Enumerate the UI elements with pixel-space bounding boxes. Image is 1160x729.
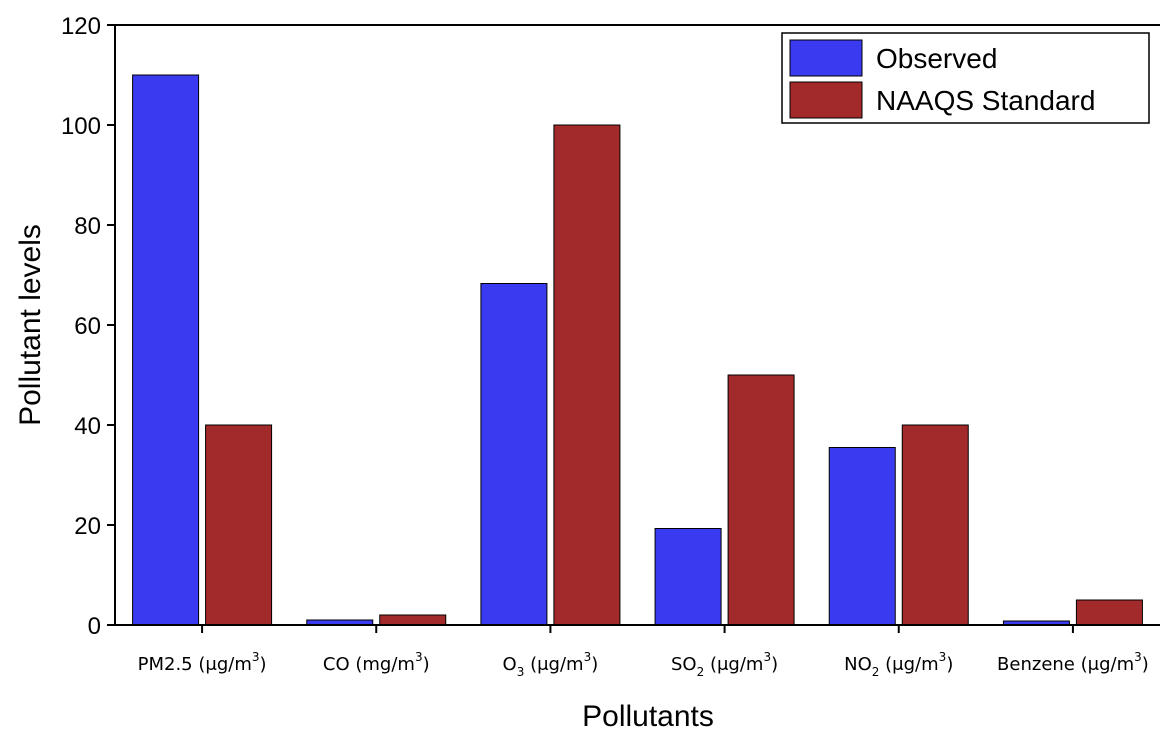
bar-naaqs-standard-4 [901,424,969,626]
bar-naaqs-standard-3 [727,374,795,626]
y-axis-title: Pollutant levels [14,224,47,426]
x-tick-label: O3 (μg/m3) [503,650,599,679]
x-tick-label: NO2 (μg/m3) [844,650,953,679]
bar-naaqs-standard-1 [379,614,447,626]
bar-observed-4 [828,447,896,626]
legend-label-observed: Observed [876,43,997,74]
y-tick-label: 80 [74,213,101,240]
bar-observed-0 [132,74,200,626]
bar-observed-3 [654,528,722,626]
y-ticks-group: 0 20 40 60 80 100 120 [61,13,115,640]
x-tick-label: PM2.5 (μg/m3) [138,650,267,675]
y-tick-label: 0 [88,613,101,640]
legend-swatch-naaqs-standard [789,81,863,119]
y-tick-label: 40 [74,413,101,440]
y-tick-label: 100 [61,113,101,140]
x-ticks-group: PM2.5 (μg/m3) CO (mg/m3) O3 (μg/m3) SO2 (μg… [138,625,1149,679]
legend-label-naaqs-standard: NAAQS Standard [876,85,1095,116]
x-axis-title: Pollutants [582,700,714,729]
bar-naaqs-standard-2 [553,124,621,626]
x-tick-label: CO (mg/m3) [323,650,430,675]
legend: Observed NAAQS Standard [781,32,1150,124]
bars-group [132,74,1143,626]
legend-swatch-observed [789,39,863,77]
bar-naaqs-standard-5 [1075,599,1143,626]
x-tick-label: SO2 (μg/m3) [671,650,778,679]
bar-naaqs-standard-0 [205,424,273,626]
y-tick-label: 20 [74,513,101,540]
y-tick-label: 120 [61,13,101,40]
y-tick-label: 60 [74,313,101,340]
bar-observed-2 [480,283,548,626]
x-tick-label: Benzene (μg/m3) [997,650,1149,675]
